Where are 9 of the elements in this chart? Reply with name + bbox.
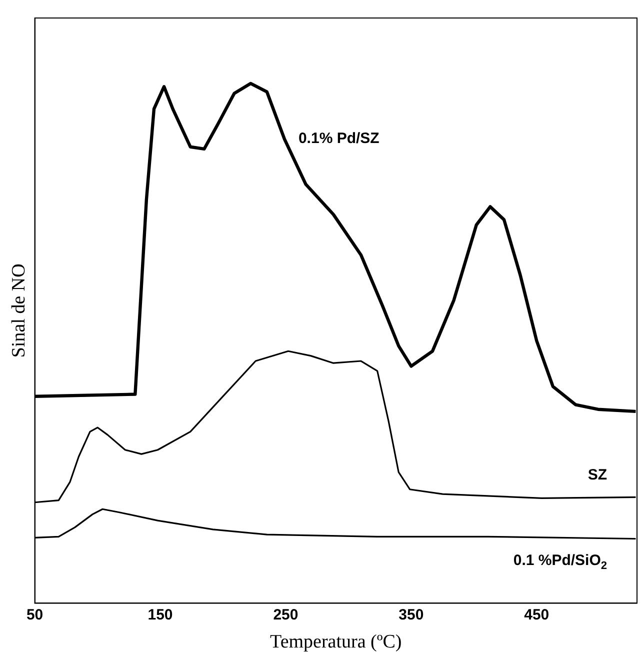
- x-tick-label: 50: [26, 606, 44, 624]
- x-axis-title: Temperatura (ºC): [270, 632, 402, 653]
- x-tick-label: 250: [273, 606, 298, 624]
- x-tick-label: 150: [148, 606, 173, 624]
- series-label: 0.1% Pd/SZ: [298, 130, 380, 148]
- x-tick-label: 350: [398, 606, 424, 624]
- y-axis-title: Sinal de NO: [8, 264, 30, 358]
- series-label: SZ: [588, 466, 608, 484]
- x-tick-label: 450: [524, 606, 550, 624]
